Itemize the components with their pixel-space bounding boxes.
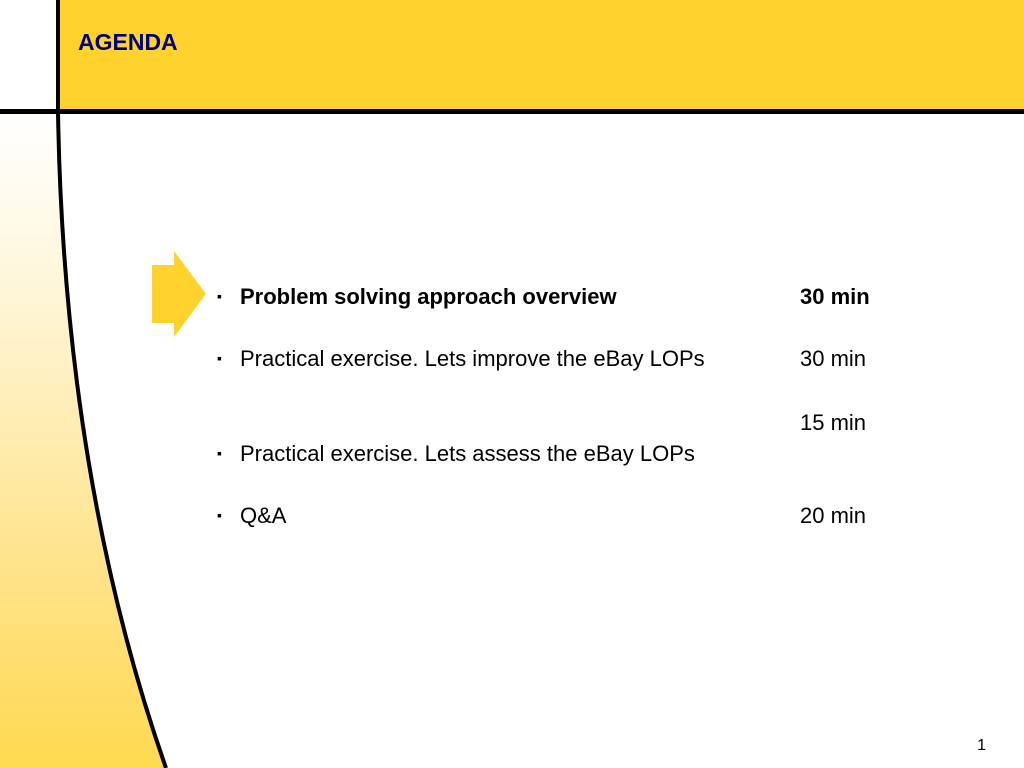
bullet-icon: ▪ (217, 507, 222, 523)
header-rule (0, 109, 1024, 114)
agenda-topic: Problem solving approach overview (240, 284, 617, 309)
page-number: 1 (977, 737, 986, 754)
agenda-topic: Practical exercise. Lets assess the eBay… (240, 441, 695, 466)
bullet-icon: ▪ (217, 350, 222, 366)
agenda-duration: 30 min (800, 346, 867, 371)
header-band (58, 0, 1024, 110)
agenda-duration: 15 min (800, 410, 867, 435)
agenda-topic: Practical exercise. Lets improve the eBa… (240, 346, 705, 371)
agenda-topic: Q&A (240, 503, 287, 528)
bullet-icon: ▪ (217, 445, 222, 461)
left-curve-line (56, 0, 168, 768)
bullet-icon: ▪ (217, 288, 222, 304)
agenda-item: ▪ Problem solving approach overview 30 m… (217, 281, 937, 312)
agenda-item: ▪ Practical exercise. Lets assess the eB… (217, 410, 937, 469)
slide-title: AGENDA (78, 29, 178, 55)
agenda-item: ▪ Practical exercise. Lets improve the e… (217, 343, 937, 405)
chevron-arrow-icon (152, 251, 206, 337)
agenda-duration: 20 min (800, 503, 867, 528)
agenda-duration: 30 min (800, 284, 870, 309)
agenda-item: ▪ Q&A 20 min (217, 500, 937, 531)
